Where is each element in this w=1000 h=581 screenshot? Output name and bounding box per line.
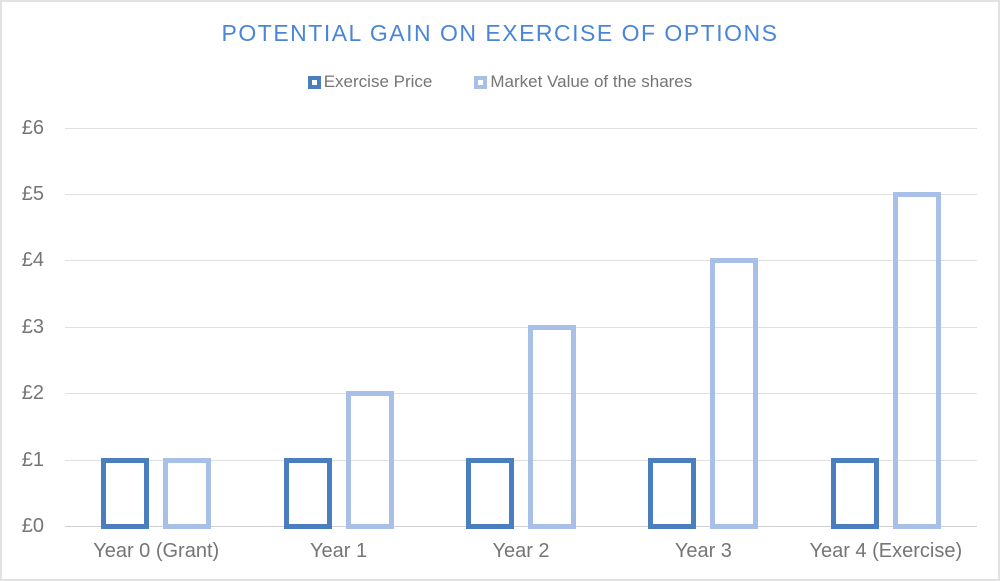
y-axis-tick-label: £5 — [21, 183, 44, 205]
y-gridline-2 — [65, 393, 977, 395]
bar-market-value-of-the-shares-year-1 — [345, 391, 394, 529]
legend-marker-exercise-price — [307, 75, 321, 89]
bar-exercise-price-year-4-exercise — [830, 457, 879, 529]
y-axis-tick-label: £1 — [21, 448, 44, 471]
legend-label-exercise-price: Exercise Price — [323, 72, 433, 91]
bar-exercise-price-year-3 — [648, 457, 697, 529]
chart-title: POTENTIAL GAIN ON EXERCISE OF OPTIONS — [221, 20, 779, 46]
y-gridline-5 — [65, 194, 977, 195]
chart-legend: Exercise Price Market Value of the share… — [2, 72, 998, 92]
legend-label-market-value: Market Value of the shares — [490, 72, 693, 91]
bar-exercise-price-year-1 — [283, 457, 332, 529]
y-axis-tick-label: £2 — [21, 382, 44, 405]
y-axis-tick-label: £4 — [21, 249, 44, 272]
x-axis-line — [65, 526, 977, 527]
x-axis-tick-label: Year 0 (Grant) — [93, 540, 220, 562]
bar-exercise-price-year-2 — [466, 457, 514, 529]
legend-item-exercise-price: Exercise Price — [307, 72, 433, 92]
bar-exercise-price-year-0-grant — [101, 457, 150, 529]
y-gridline-3 — [65, 326, 977, 328]
legend-item-market-value: Market Value of the shares — [474, 72, 692, 92]
y-gridline-6 — [65, 127, 977, 129]
x-axis-tick-label: Year 3 — [674, 540, 732, 562]
y-gridline-1 — [65, 459, 977, 461]
x-axis-tick-label: Year 2 — [492, 540, 550, 562]
y-axis-tick-label: £3 — [21, 315, 44, 338]
y-gridline-4 — [65, 260, 977, 262]
y-axis-tick-label: £6 — [21, 116, 44, 139]
legend-marker-market-value — [474, 75, 488, 89]
x-axis-tick-label: Year 4 (Exercise) — [809, 540, 963, 562]
bar-market-value-of-the-shares-year-2 — [528, 324, 576, 529]
bar-market-value-of-the-shares-year-4-exercise — [892, 192, 941, 529]
bar-market-value-of-the-shares-year-3 — [710, 258, 759, 529]
y-axis-tick-label: £0 — [21, 515, 44, 537]
bar-market-value-of-the-shares-year-0-grant — [163, 457, 212, 529]
x-axis-tick-label: Year 1 — [310, 540, 368, 562]
